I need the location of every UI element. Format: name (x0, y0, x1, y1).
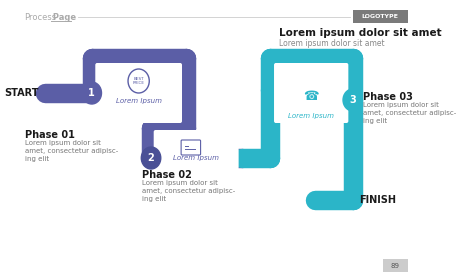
Circle shape (298, 81, 325, 111)
Circle shape (125, 68, 152, 98)
Text: Lorem Ipsum: Lorem Ipsum (116, 98, 162, 104)
Text: Phase 01: Phase 01 (25, 130, 75, 140)
Circle shape (178, 133, 203, 161)
Text: Phase 02: Phase 02 (142, 170, 192, 180)
Circle shape (343, 89, 363, 111)
Text: Process: Process (25, 13, 56, 22)
Text: Lorem ipsum dolor sit
amet, consectetur adipisc-
ing elit: Lorem ipsum dolor sit amet, consectetur … (25, 140, 118, 162)
Text: 1: 1 (88, 88, 95, 98)
FancyBboxPatch shape (383, 259, 407, 272)
Text: Lorem ipsum dolor sit
amet, consectetur adipisc-
ing elit: Lorem ipsum dolor sit amet, consectetur … (363, 102, 457, 124)
Text: Lorem Ipsum: Lorem Ipsum (288, 113, 334, 119)
FancyBboxPatch shape (353, 10, 407, 23)
Text: FINISH: FINISH (359, 195, 396, 205)
Text: START: START (4, 88, 39, 98)
Circle shape (141, 147, 161, 169)
Text: Lorem ipsum dolor sit
amet, consectetur adipisc-
ing elit: Lorem ipsum dolor sit amet, consectetur … (142, 180, 236, 202)
Text: Phase 03: Phase 03 (363, 92, 413, 102)
Text: ☎: ☎ (303, 90, 319, 102)
Text: 89: 89 (391, 263, 400, 269)
Text: LOGOTYPE: LOGOTYPE (362, 14, 399, 19)
FancyBboxPatch shape (154, 130, 238, 179)
Circle shape (82, 82, 101, 104)
Text: 3: 3 (350, 95, 356, 105)
Text: Lorem ipsum dolor sit amet: Lorem ipsum dolor sit amet (279, 39, 385, 48)
Text: Lorem Ipsum: Lorem Ipsum (173, 155, 219, 161)
Text: BEST
PRICE: BEST PRICE (133, 77, 144, 85)
Text: Page: Page (50, 13, 76, 22)
Text: Lorem ipsum dolor sit amet: Lorem ipsum dolor sit amet (279, 28, 442, 38)
FancyBboxPatch shape (274, 63, 348, 123)
Text: 2: 2 (148, 153, 155, 163)
FancyBboxPatch shape (95, 63, 182, 123)
